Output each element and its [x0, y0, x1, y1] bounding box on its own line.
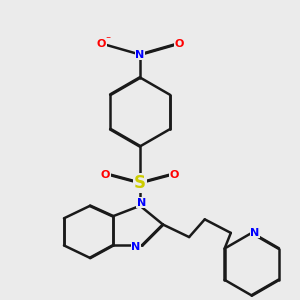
Text: N: N — [131, 242, 140, 252]
Text: N: N — [136, 50, 145, 60]
Text: O: O — [170, 169, 179, 179]
Text: O: O — [97, 39, 106, 49]
Text: O: O — [101, 169, 110, 179]
Text: O: O — [174, 39, 184, 49]
Text: ⁻: ⁻ — [106, 35, 111, 45]
Text: S: S — [134, 174, 146, 192]
Text: N: N — [137, 198, 146, 208]
Text: N: N — [250, 228, 260, 238]
